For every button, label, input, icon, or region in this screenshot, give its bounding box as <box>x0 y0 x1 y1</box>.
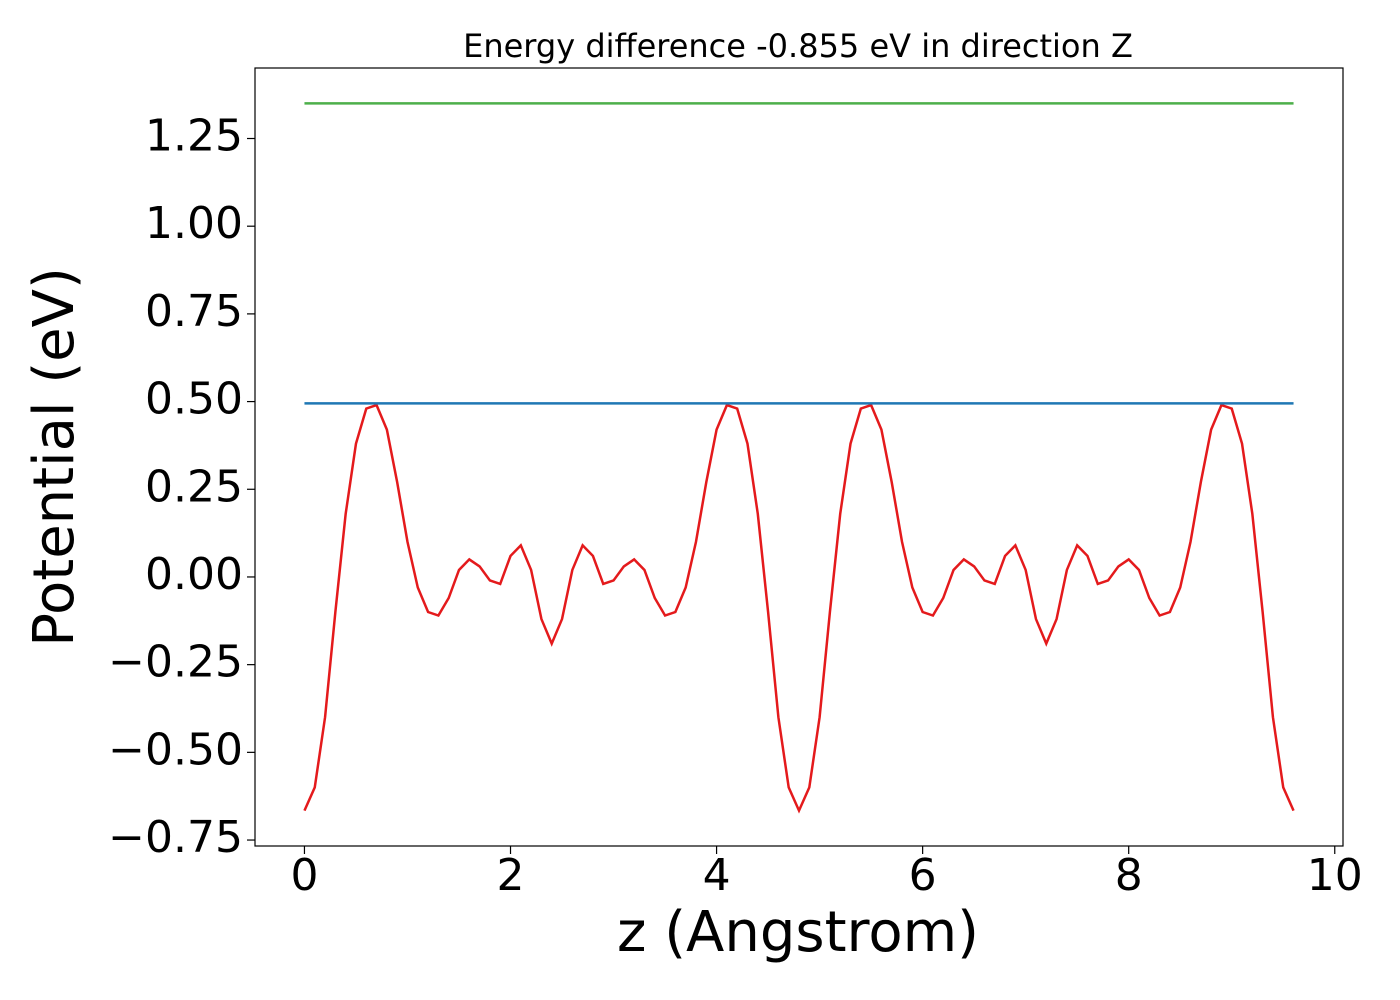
x-tick-label: 8 <box>1115 850 1143 901</box>
y-tick-label: −0.50 <box>108 724 243 775</box>
y-tick-label: 1.25 <box>145 111 243 162</box>
y-tick-label: 1.00 <box>145 198 243 249</box>
x-tick-label: 0 <box>290 850 318 901</box>
x-tick-label: 10 <box>1307 850 1363 901</box>
y-tick-label: 0.50 <box>145 374 243 425</box>
x-tick-label: 6 <box>909 850 937 901</box>
chart-title: Energy difference -0.855 eV in direction… <box>463 27 1133 65</box>
y-axis-label: Potential (eV) <box>22 267 87 647</box>
y-tick-label: 0.75 <box>145 286 243 337</box>
x-tick-label: 2 <box>497 850 525 901</box>
plot-frame <box>254 67 1344 847</box>
y-tick-label: 0.25 <box>145 461 243 512</box>
y-tick-label: −0.25 <box>108 637 243 688</box>
x-tick-label: 4 <box>703 850 731 901</box>
line-series <box>303 403 1295 814</box>
y-tick-label: −0.75 <box>108 812 243 863</box>
y-tick-label: 0.00 <box>145 549 243 600</box>
x-axis-label: z (Angstrom) <box>617 900 979 965</box>
